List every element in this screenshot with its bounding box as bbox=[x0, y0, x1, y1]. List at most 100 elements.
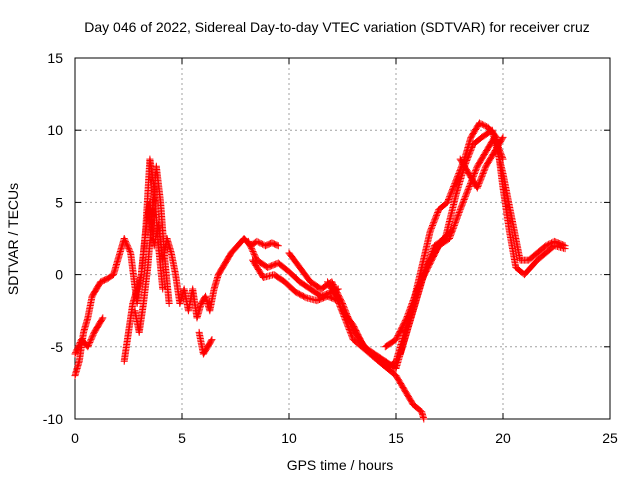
data-point bbox=[448, 227, 456, 235]
data-point bbox=[85, 340, 93, 348]
data-point bbox=[84, 341, 92, 349]
data-point bbox=[464, 185, 472, 193]
data-point bbox=[561, 242, 569, 250]
data-point bbox=[273, 241, 281, 249]
data-point bbox=[454, 211, 462, 219]
data-point bbox=[492, 136, 500, 144]
data-point bbox=[88, 333, 96, 341]
data-point bbox=[452, 216, 460, 224]
data-point bbox=[480, 168, 488, 176]
data-point bbox=[244, 237, 252, 245]
data-points bbox=[71, 119, 569, 423]
data-point bbox=[468, 144, 476, 152]
data-point bbox=[446, 193, 454, 201]
series-seg7 bbox=[249, 256, 342, 305]
data-point bbox=[430, 217, 438, 225]
data-point bbox=[207, 337, 215, 345]
data-point bbox=[433, 210, 441, 218]
data-point bbox=[467, 146, 475, 154]
data-point bbox=[454, 213, 462, 221]
data-point bbox=[347, 330, 355, 338]
data-point bbox=[498, 152, 506, 160]
data-point bbox=[464, 187, 472, 195]
chart-title: Day 046 of 2022, Sidereal Day-to-day VTE… bbox=[84, 19, 590, 35]
x-tick-label: 0 bbox=[71, 430, 79, 446]
series-seg4 bbox=[131, 162, 173, 336]
series-seg10 bbox=[339, 126, 569, 372]
data-point bbox=[346, 327, 354, 335]
data-point bbox=[334, 298, 342, 306]
data-point bbox=[433, 211, 441, 219]
data-point bbox=[335, 299, 343, 307]
data-point bbox=[253, 237, 261, 245]
data-point bbox=[478, 172, 486, 180]
data-point bbox=[427, 226, 435, 234]
series-seg13 bbox=[456, 133, 507, 192]
data-point bbox=[452, 217, 460, 225]
data-point bbox=[451, 220, 459, 228]
data-point bbox=[545, 240, 553, 248]
series-seg1 bbox=[71, 198, 282, 380]
data-point bbox=[461, 194, 469, 202]
data-point bbox=[460, 197, 468, 205]
data-point bbox=[463, 188, 471, 196]
data-point bbox=[250, 250, 258, 258]
y-tick-label: 5 bbox=[55, 194, 63, 210]
data-point bbox=[75, 341, 83, 349]
data-point bbox=[458, 200, 466, 208]
data-point bbox=[477, 120, 485, 128]
y-tick-label: -5 bbox=[51, 339, 64, 355]
data-point bbox=[427, 224, 435, 232]
data-point bbox=[86, 338, 94, 346]
data-point bbox=[122, 239, 130, 247]
data-point bbox=[456, 206, 464, 214]
data-point bbox=[477, 175, 485, 183]
data-point bbox=[451, 178, 459, 186]
data-point bbox=[460, 196, 468, 204]
axis-ticks: 0 5 10 15 20 25 -10 -5 0 5 10 15 bbox=[43, 50, 618, 446]
data-point bbox=[346, 328, 354, 336]
data-point bbox=[165, 299, 173, 307]
data-point bbox=[431, 214, 439, 222]
data-point bbox=[88, 334, 96, 342]
data-point bbox=[159, 285, 167, 293]
data-point bbox=[497, 149, 505, 157]
series-seg9 bbox=[324, 119, 569, 372]
x-tick-label: 5 bbox=[178, 430, 186, 446]
data-point bbox=[252, 253, 260, 261]
data-point bbox=[120, 235, 128, 242]
data-point bbox=[246, 240, 254, 248]
data-point bbox=[455, 210, 463, 218]
data-point bbox=[461, 193, 469, 201]
data-point bbox=[479, 170, 487, 178]
data-point bbox=[420, 415, 428, 423]
data-point bbox=[123, 242, 131, 250]
data-point bbox=[301, 293, 309, 301]
x-tick-label: 10 bbox=[281, 430, 297, 446]
data-point bbox=[125, 246, 133, 254]
data-point bbox=[480, 121, 488, 129]
data-point bbox=[480, 167, 488, 175]
data-point bbox=[434, 209, 442, 217]
data-point bbox=[98, 315, 106, 323]
data-point bbox=[73, 346, 81, 354]
data-point bbox=[462, 190, 470, 198]
x-tick-label: 20 bbox=[495, 430, 511, 446]
data-point bbox=[467, 145, 475, 153]
data-point bbox=[334, 297, 342, 305]
data-point bbox=[121, 236, 129, 244]
data-point bbox=[458, 201, 466, 209]
data-point bbox=[72, 347, 80, 355]
data-point bbox=[449, 224, 457, 232]
data-point bbox=[476, 178, 484, 186]
data-point bbox=[431, 216, 439, 224]
data-point bbox=[473, 184, 481, 192]
data-point bbox=[466, 148, 474, 156]
data-point bbox=[245, 239, 253, 247]
x-axis-label: GPS time / hours bbox=[287, 457, 394, 473]
data-point bbox=[465, 184, 473, 192]
data-point bbox=[74, 344, 82, 352]
x-tick-label: 15 bbox=[388, 430, 404, 446]
data-point bbox=[256, 239, 264, 247]
data-point bbox=[471, 168, 479, 176]
